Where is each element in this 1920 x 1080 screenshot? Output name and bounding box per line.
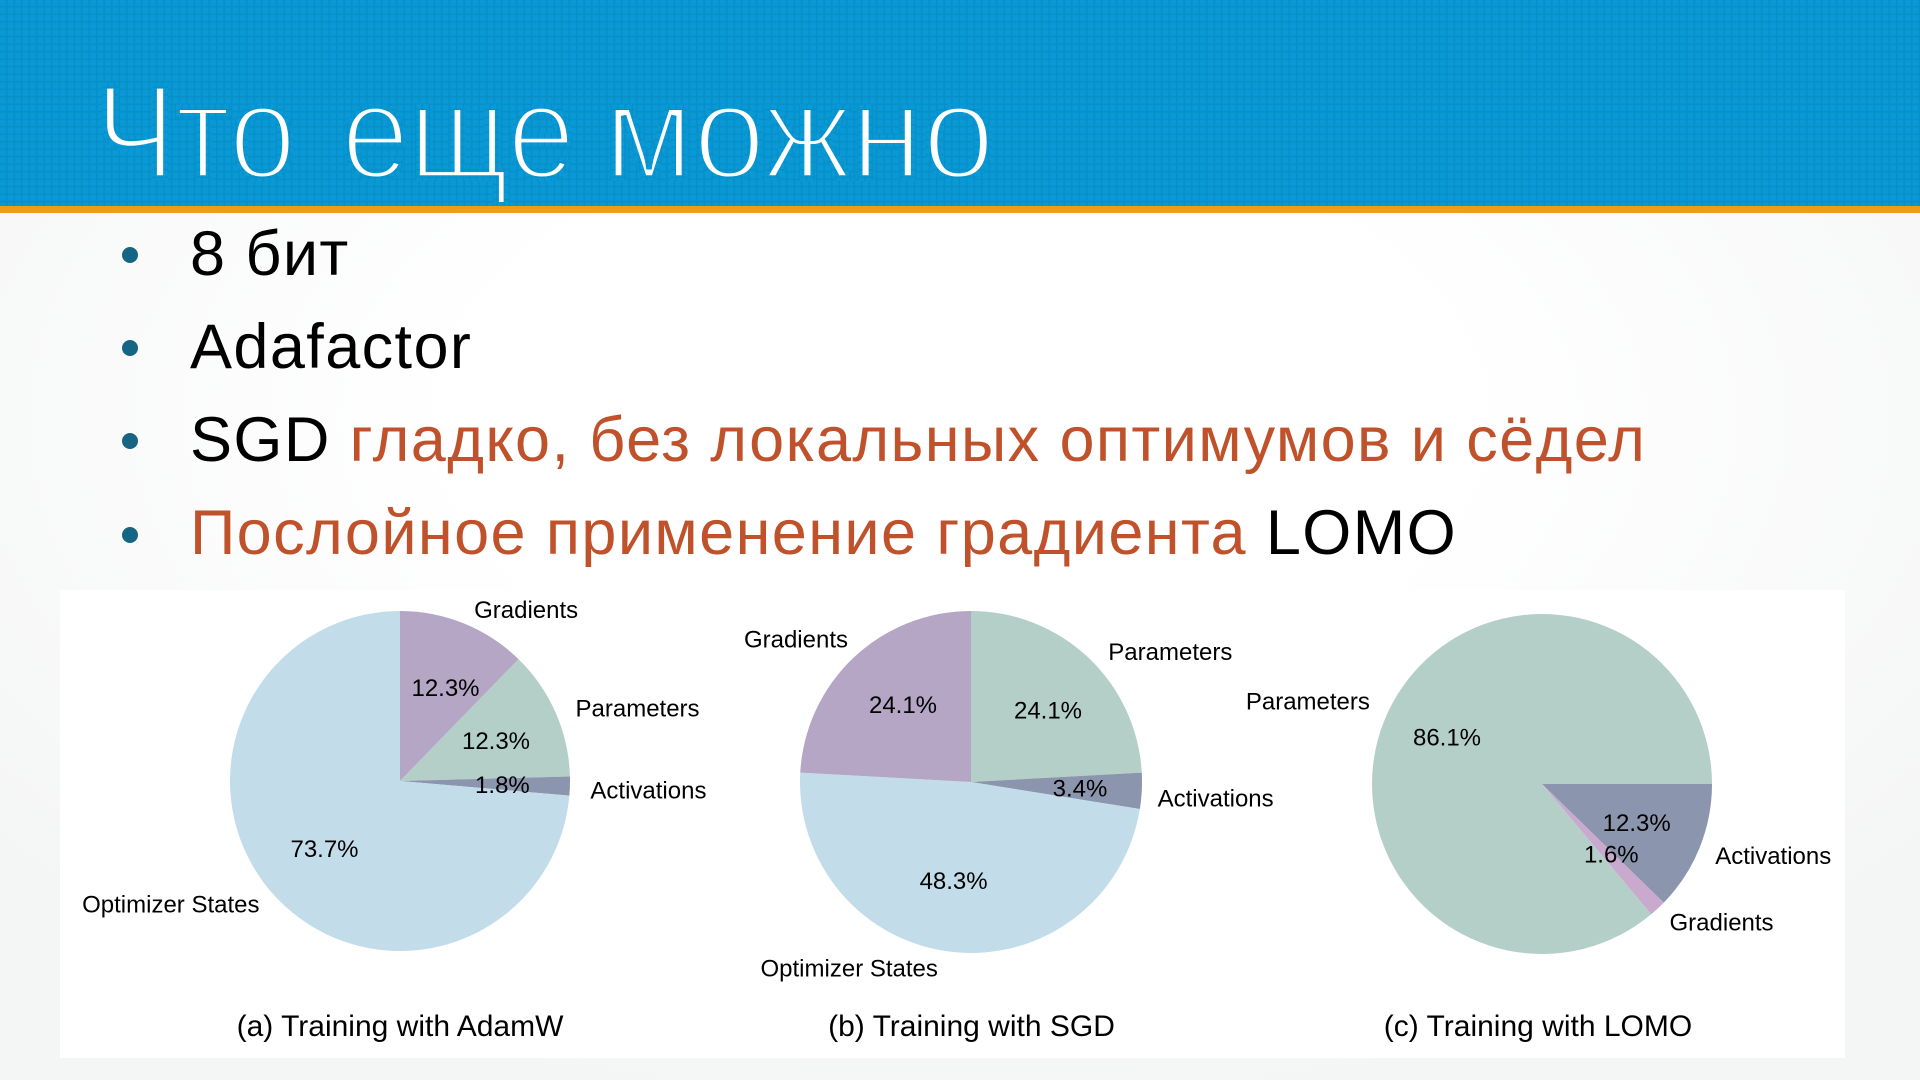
svg-text:73.7%: 73.7% [290, 836, 358, 863]
svg-text:24.1%: 24.1% [1014, 697, 1082, 724]
svg-text:86.1%: 86.1% [1413, 725, 1481, 752]
svg-text:Parameters: Parameters [576, 696, 700, 723]
svg-text:Optimizer States: Optimizer States [761, 956, 938, 983]
svg-text:(a) Training with AdamW: (a) Training with AdamW [237, 1010, 564, 1043]
svg-text:Gradients: Gradients [1670, 909, 1774, 936]
svg-text:Gradients: Gradients [474, 597, 578, 624]
svg-text:Что: Что [95, 57, 296, 206]
svg-text:Parameters: Parameters [1246, 689, 1370, 716]
svg-text:Optimizer States: Optimizer States [82, 892, 259, 919]
svg-text:Parameters: Parameters [1108, 639, 1232, 666]
svg-text:12.3%: 12.3% [1603, 810, 1671, 837]
svg-text:3.4%: 3.4% [1053, 775, 1108, 802]
svg-text:48.3%: 48.3% [920, 868, 988, 895]
svg-text:Activations: Activations [1715, 843, 1831, 870]
svg-text:1.6%: 1.6% [1584, 841, 1639, 868]
svg-text:можно: можно [604, 57, 995, 206]
svg-text:Activations: Activations [1158, 785, 1274, 812]
svg-text:12.3%: 12.3% [411, 675, 479, 702]
svg-text:24.1%: 24.1% [869, 692, 937, 719]
svg-text:еще: еще [342, 57, 576, 206]
svg-text:(c) Training with LOMO: (c) Training with LOMO [1384, 1010, 1692, 1043]
svg-text:1.8%: 1.8% [475, 772, 530, 799]
svg-text:Gradients: Gradients [744, 626, 848, 653]
svg-text:12.3%: 12.3% [462, 728, 530, 755]
svg-text:Activations: Activations [590, 778, 706, 805]
svg-text:(b) Training with SGD: (b) Training with SGD [828, 1010, 1115, 1043]
